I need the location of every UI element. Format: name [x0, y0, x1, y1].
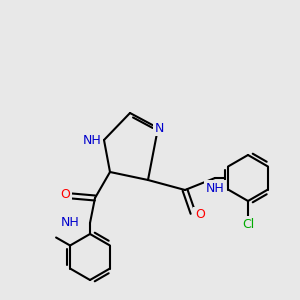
Text: O: O — [195, 208, 205, 221]
Text: O: O — [60, 188, 70, 202]
Text: N: N — [154, 122, 164, 134]
Text: NH: NH — [82, 134, 101, 148]
Text: NH: NH — [206, 182, 224, 194]
Text: Cl: Cl — [242, 218, 254, 230]
Text: NH: NH — [61, 215, 80, 229]
